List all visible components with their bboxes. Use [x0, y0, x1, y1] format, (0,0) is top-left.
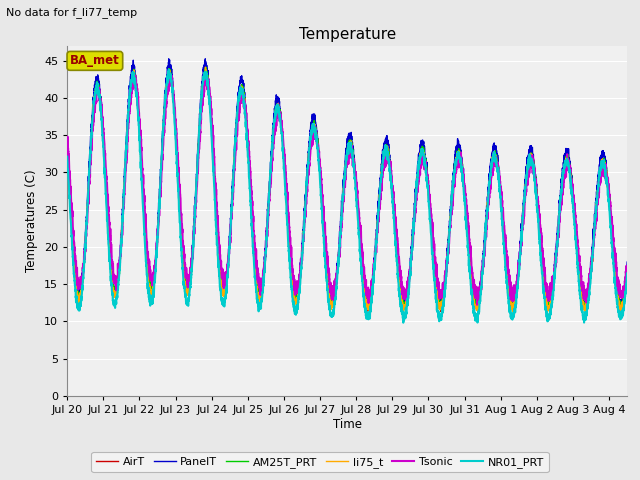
Legend: AirT, PanelT, AM25T_PRT, li75_t, Tsonic, NR01_PRT: AirT, PanelT, AM25T_PRT, li75_t, Tsonic,…	[92, 452, 548, 472]
Text: No data for f_li77_temp: No data for f_li77_temp	[6, 7, 138, 18]
Y-axis label: Temperatures (C): Temperatures (C)	[26, 169, 38, 272]
Text: BA_met: BA_met	[70, 54, 120, 67]
X-axis label: Time: Time	[333, 418, 362, 431]
Title: Temperature: Temperature	[299, 27, 396, 42]
